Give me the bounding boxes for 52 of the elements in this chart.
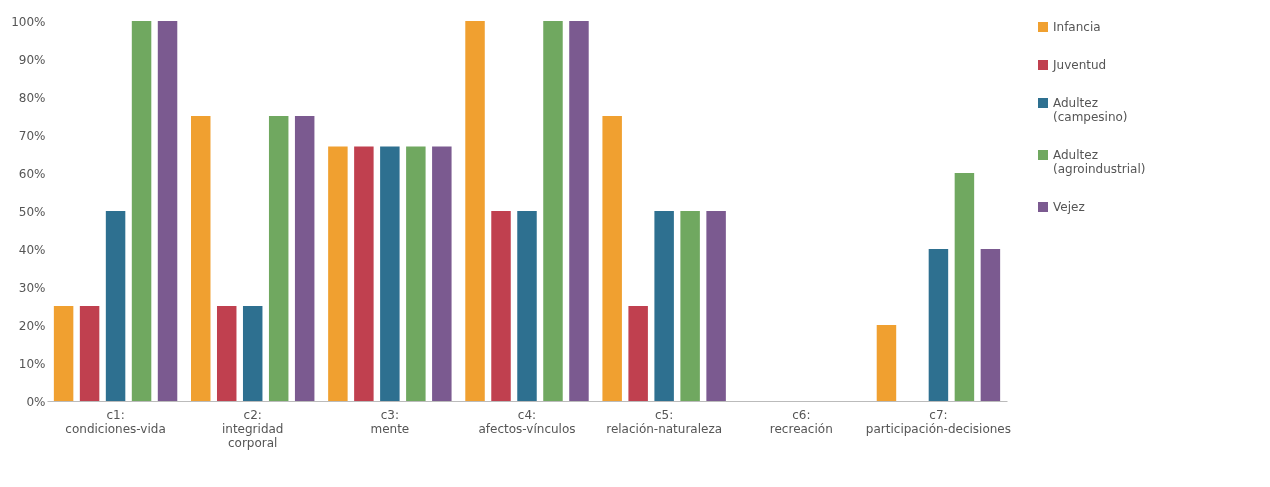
bar bbox=[543, 21, 563, 401]
bar bbox=[465, 21, 485, 401]
bar bbox=[876, 325, 897, 401]
x-tick-label: c1: condiciones-vida bbox=[65, 407, 166, 436]
bar bbox=[53, 306, 74, 401]
bar bbox=[191, 116, 211, 401]
bar bbox=[406, 146, 426, 401]
bar bbox=[157, 21, 178, 401]
x-tick-label: c2: integridad corporal bbox=[221, 407, 284, 450]
y-tick-label: 20% bbox=[18, 318, 46, 333]
legend-label: Vejez bbox=[1053, 200, 1085, 214]
bar bbox=[928, 249, 949, 401]
bar bbox=[354, 146, 374, 401]
y-tick-label: 30% bbox=[18, 280, 46, 295]
legend-label: Juventud bbox=[1052, 58, 1107, 72]
x-tick-label: c3: mente bbox=[370, 407, 410, 436]
bar bbox=[954, 173, 975, 401]
bar bbox=[268, 116, 289, 401]
bar bbox=[602, 116, 622, 401]
x-tick-label: c4: afectos-vínculos bbox=[478, 407, 576, 436]
y-tick-label: 70% bbox=[18, 128, 46, 143]
bar bbox=[294, 116, 315, 401]
y-tick-label: 90% bbox=[18, 52, 46, 67]
y-tick-label: 50% bbox=[18, 204, 46, 219]
bar bbox=[569, 21, 589, 401]
y-tick-label: 60% bbox=[18, 166, 46, 181]
bar bbox=[491, 211, 511, 401]
bar bbox=[380, 146, 400, 401]
legend-label: Adultez (agroindustrial) bbox=[1053, 148, 1146, 176]
bar bbox=[216, 306, 237, 401]
bar bbox=[105, 211, 126, 401]
bar bbox=[131, 21, 152, 401]
bar bbox=[654, 211, 674, 401]
bar bbox=[328, 146, 348, 401]
y-tick-label: 80% bbox=[18, 90, 46, 105]
x-tick-label: c6: recreación bbox=[769, 407, 833, 436]
bar bbox=[628, 306, 648, 401]
bar bbox=[432, 146, 452, 401]
legend-label: Infancia bbox=[1053, 20, 1101, 34]
bar bbox=[517, 211, 537, 401]
x-tick-label: c5: relación-naturaleza bbox=[606, 407, 723, 436]
bar bbox=[79, 306, 100, 401]
legend-label: Adultez (campesino) bbox=[1053, 96, 1128, 124]
bar bbox=[980, 249, 1001, 401]
bar bbox=[242, 306, 263, 401]
y-tick-label: 0% bbox=[26, 394, 46, 409]
bar bbox=[680, 211, 700, 401]
y-tick-label: 100% bbox=[11, 14, 46, 29]
bar bbox=[706, 211, 726, 401]
y-tick-label: 10% bbox=[18, 356, 46, 371]
y-tick-label: 40% bbox=[18, 242, 46, 257]
x-tick-label: c7: participación-decisiones bbox=[865, 407, 1012, 436]
